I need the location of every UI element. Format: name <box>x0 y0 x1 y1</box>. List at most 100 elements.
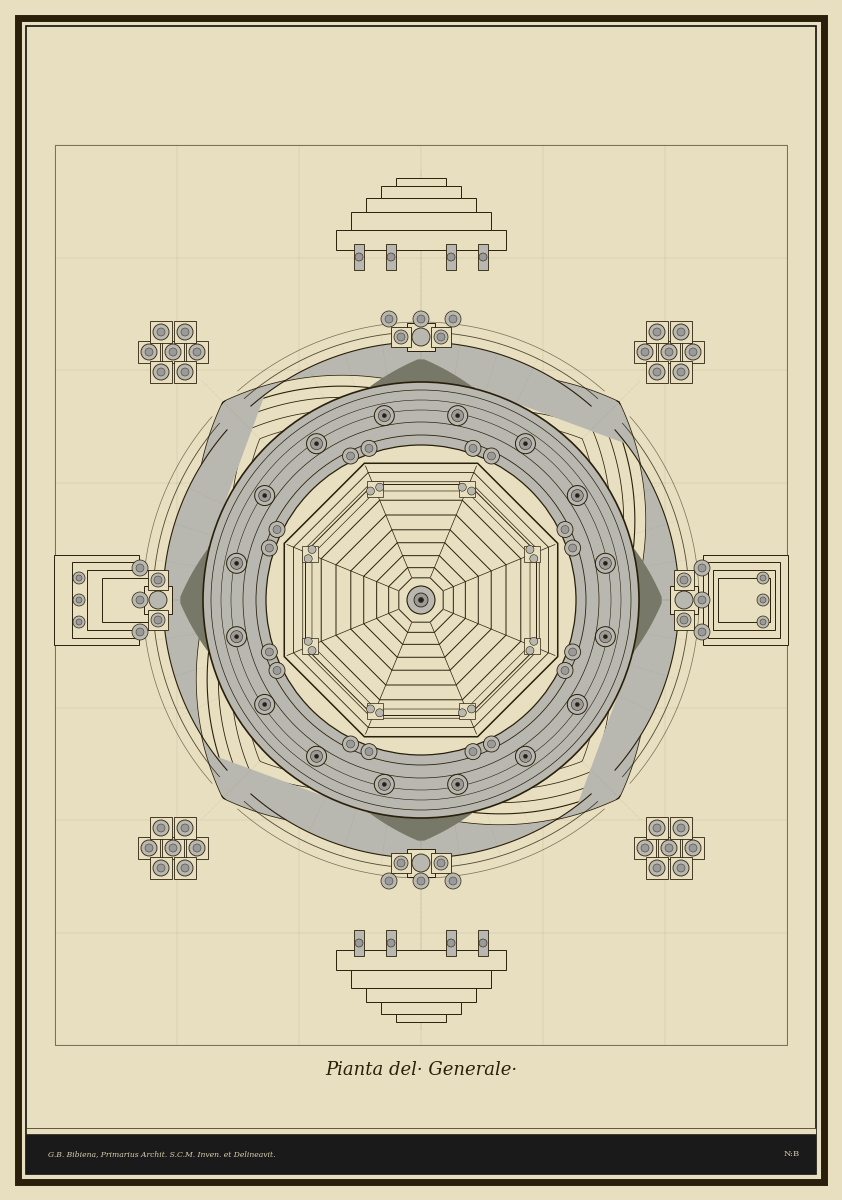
Bar <box>174 320 196 343</box>
Circle shape <box>600 557 611 569</box>
Circle shape <box>677 368 685 376</box>
Circle shape <box>235 635 238 638</box>
Circle shape <box>760 575 766 581</box>
Circle shape <box>177 820 193 836</box>
Bar <box>381 1002 461 1014</box>
Bar <box>446 244 456 270</box>
Circle shape <box>153 364 169 380</box>
Circle shape <box>157 864 165 872</box>
Circle shape <box>394 856 408 870</box>
Circle shape <box>76 619 82 625</box>
Bar <box>431 326 451 347</box>
Bar <box>670 320 692 343</box>
Circle shape <box>637 840 653 856</box>
Circle shape <box>698 596 706 604</box>
Circle shape <box>136 564 144 572</box>
Circle shape <box>677 328 685 336</box>
Circle shape <box>157 328 165 336</box>
Circle shape <box>689 844 697 852</box>
Bar <box>148 570 168 590</box>
Polygon shape <box>313 359 529 431</box>
Bar <box>478 244 488 270</box>
Bar <box>302 546 318 562</box>
Bar <box>446 930 456 956</box>
Circle shape <box>231 631 242 643</box>
Polygon shape <box>163 444 391 826</box>
Circle shape <box>568 695 588 714</box>
Circle shape <box>760 619 766 625</box>
Bar <box>708 562 780 638</box>
Circle shape <box>181 328 189 336</box>
Circle shape <box>169 348 177 356</box>
Circle shape <box>165 344 181 360</box>
Circle shape <box>157 824 165 832</box>
Circle shape <box>698 628 706 636</box>
Circle shape <box>382 414 386 418</box>
Circle shape <box>226 626 247 647</box>
Bar <box>138 838 160 859</box>
Circle shape <box>397 332 405 341</box>
Circle shape <box>311 750 322 762</box>
Circle shape <box>315 442 318 445</box>
Circle shape <box>136 628 144 636</box>
Bar <box>336 950 506 970</box>
Circle shape <box>467 487 476 496</box>
Circle shape <box>665 844 673 852</box>
Bar <box>150 361 172 383</box>
Circle shape <box>269 662 285 678</box>
Bar <box>670 361 692 383</box>
Bar <box>634 341 656 362</box>
Circle shape <box>157 368 165 376</box>
Circle shape <box>355 253 363 260</box>
Bar <box>366 988 476 1002</box>
Circle shape <box>145 844 153 852</box>
Circle shape <box>382 782 386 786</box>
Circle shape <box>757 616 769 628</box>
Polygon shape <box>180 492 252 708</box>
Bar <box>336 230 506 250</box>
Circle shape <box>572 490 584 502</box>
Circle shape <box>265 544 274 552</box>
Bar <box>396 178 446 186</box>
Polygon shape <box>285 463 557 737</box>
Circle shape <box>653 328 661 336</box>
Circle shape <box>417 877 425 886</box>
Bar <box>351 212 491 230</box>
Circle shape <box>694 592 710 608</box>
Circle shape <box>673 820 689 836</box>
Bar <box>524 546 540 562</box>
Bar <box>646 320 668 343</box>
Circle shape <box>394 330 408 344</box>
Circle shape <box>306 746 327 767</box>
Circle shape <box>653 864 661 872</box>
Circle shape <box>637 344 653 360</box>
Circle shape <box>568 486 588 505</box>
Bar <box>386 244 396 270</box>
Circle shape <box>434 856 448 870</box>
Circle shape <box>515 746 536 767</box>
Circle shape <box>458 484 466 491</box>
Bar <box>674 570 694 590</box>
Circle shape <box>193 844 201 852</box>
Circle shape <box>181 368 189 376</box>
Circle shape <box>193 348 201 356</box>
Circle shape <box>417 314 425 323</box>
Circle shape <box>73 572 85 584</box>
Circle shape <box>673 324 689 340</box>
Circle shape <box>263 493 267 498</box>
Circle shape <box>258 490 270 502</box>
Bar <box>186 341 208 362</box>
Circle shape <box>520 438 531 450</box>
Circle shape <box>149 590 167 608</box>
Circle shape <box>378 409 391 421</box>
Circle shape <box>397 859 405 866</box>
Circle shape <box>661 344 677 360</box>
Circle shape <box>235 562 238 565</box>
Circle shape <box>653 824 661 832</box>
Circle shape <box>694 624 710 640</box>
Circle shape <box>73 616 85 628</box>
Bar <box>150 817 172 839</box>
Polygon shape <box>265 630 646 858</box>
Circle shape <box>565 644 581 660</box>
Circle shape <box>449 877 457 886</box>
